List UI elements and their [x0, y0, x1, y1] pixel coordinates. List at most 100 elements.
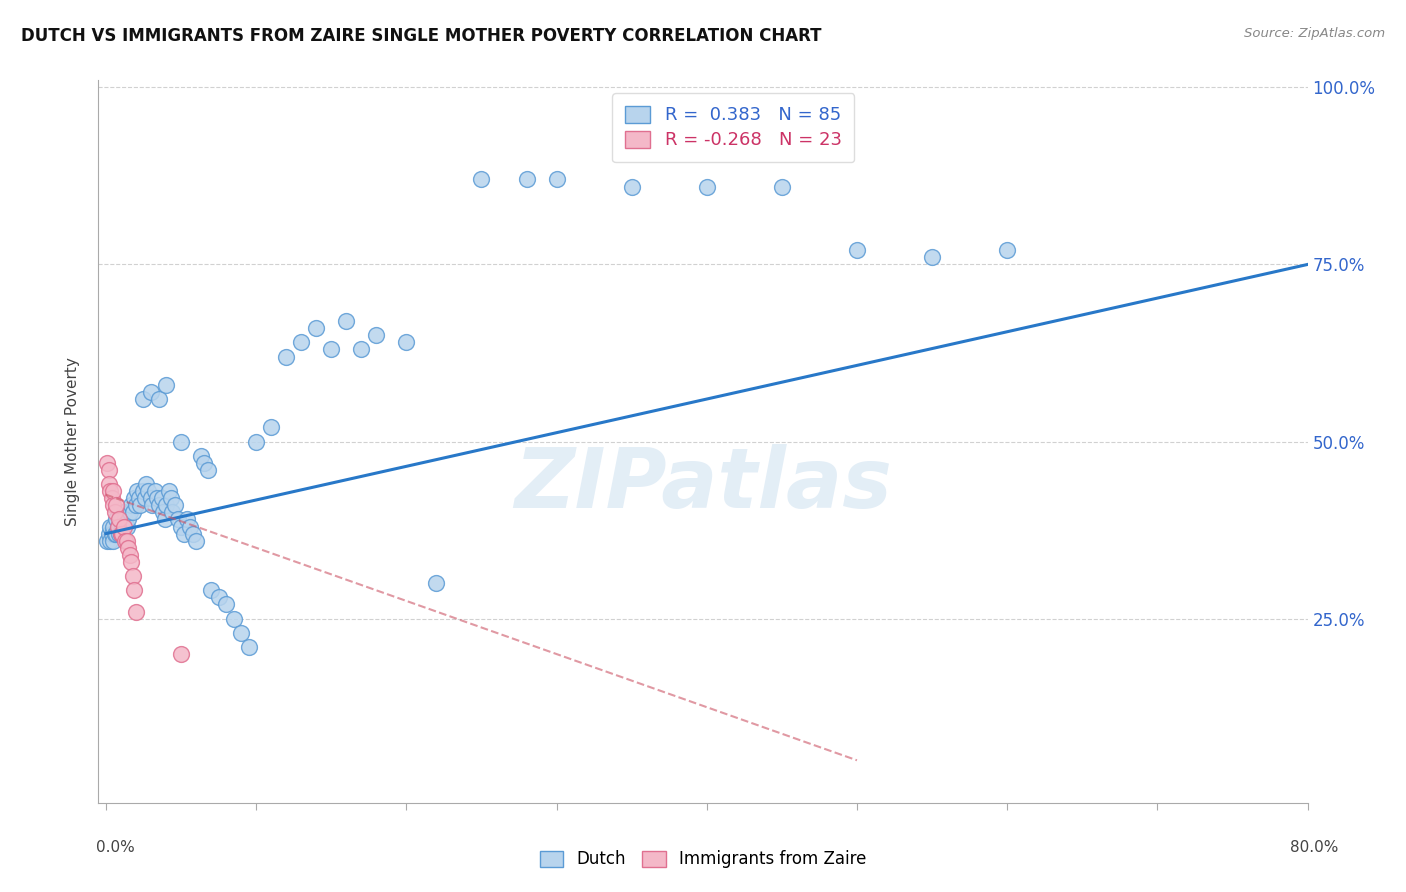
Immigrants from Zaire: [107, 519, 129, 533]
Immigrants from Zaire: [115, 533, 138, 548]
Dutch: [290, 335, 312, 350]
Dutch: [179, 519, 201, 533]
Immigrants from Zaire: [103, 484, 125, 499]
Dutch: [207, 591, 229, 605]
Dutch: [139, 384, 162, 399]
Immigrants from Zaire: [97, 477, 120, 491]
Y-axis label: Single Mother Poverty: Single Mother Poverty: [65, 357, 80, 526]
Dutch: [125, 498, 148, 512]
Dutch: [515, 172, 537, 186]
Dutch: [222, 612, 245, 626]
Dutch: [139, 491, 162, 506]
Dutch: [173, 526, 195, 541]
Dutch: [117, 512, 139, 526]
Legend: R =  0.383   N = 85, R = -0.268   N = 23: R = 0.383 N = 85, R = -0.268 N = 23: [612, 93, 855, 162]
Dutch: [696, 179, 718, 194]
Dutch: [350, 343, 373, 357]
Dutch: [155, 498, 177, 512]
Dutch: [132, 484, 155, 499]
Dutch: [141, 498, 163, 512]
Dutch: [181, 526, 204, 541]
Immigrants from Zaire: [96, 456, 118, 470]
Dutch: [97, 526, 120, 541]
Immigrants from Zaire: [103, 498, 125, 512]
Immigrants from Zaire: [170, 647, 193, 661]
Immigrants from Zaire: [124, 583, 146, 598]
Immigrants from Zaire: [118, 548, 141, 562]
Dutch: [995, 244, 1018, 258]
Dutch: [136, 484, 159, 499]
Dutch: [105, 512, 128, 526]
Dutch: [103, 533, 125, 548]
Dutch: [193, 456, 215, 470]
Legend: Dutch, Immigrants from Zaire: Dutch, Immigrants from Zaire: [531, 842, 875, 877]
Dutch: [770, 179, 793, 194]
Dutch: [127, 484, 149, 499]
Dutch: [335, 314, 357, 328]
Dutch: [321, 343, 343, 357]
Dutch: [124, 491, 146, 506]
Immigrants from Zaire: [100, 484, 122, 499]
Immigrants from Zaire: [122, 569, 145, 583]
Dutch: [170, 434, 193, 449]
Dutch: [103, 519, 125, 533]
Dutch: [107, 519, 129, 533]
Dutch: [846, 244, 869, 258]
Dutch: [190, 449, 212, 463]
Dutch: [129, 498, 152, 512]
Immigrants from Zaire: [104, 505, 127, 519]
Dutch: [229, 625, 252, 640]
Dutch: [260, 420, 283, 434]
Dutch: [110, 526, 132, 541]
Dutch: [395, 335, 418, 350]
Dutch: [215, 598, 238, 612]
Text: DUTCH VS IMMIGRANTS FROM ZAIRE SINGLE MOTHER POVERTY CORRELATION CHART: DUTCH VS IMMIGRANTS FROM ZAIRE SINGLE MO…: [21, 27, 821, 45]
Immigrants from Zaire: [114, 533, 136, 548]
Dutch: [122, 505, 145, 519]
Immigrants from Zaire: [121, 555, 143, 569]
Dutch: [100, 519, 122, 533]
Immigrants from Zaire: [112, 519, 135, 533]
Text: Source: ZipAtlas.com: Source: ZipAtlas.com: [1244, 27, 1385, 40]
Immigrants from Zaire: [117, 541, 139, 555]
Dutch: [163, 498, 186, 512]
Dutch: [134, 491, 156, 506]
Dutch: [238, 640, 260, 654]
Dutch: [128, 491, 150, 506]
Dutch: [276, 350, 298, 364]
Dutch: [159, 491, 181, 506]
Dutch: [176, 512, 198, 526]
Dutch: [118, 505, 141, 519]
Dutch: [114, 512, 136, 526]
Dutch: [96, 533, 118, 548]
Dutch: [148, 392, 170, 406]
Dutch: [135, 477, 157, 491]
Dutch: [145, 484, 167, 499]
Dutch: [104, 526, 127, 541]
Immigrants from Zaire: [105, 498, 128, 512]
Dutch: [546, 172, 568, 186]
Dutch: [100, 533, 122, 548]
Dutch: [132, 392, 155, 406]
Dutch: [620, 179, 643, 194]
Dutch: [160, 505, 183, 519]
Dutch: [115, 519, 138, 533]
Dutch: [108, 526, 131, 541]
Dutch: [121, 498, 143, 512]
Immigrants from Zaire: [125, 605, 148, 619]
Dutch: [425, 576, 447, 591]
Text: 0.0%: 0.0%: [96, 840, 135, 855]
Dutch: [170, 519, 193, 533]
Dutch: [153, 512, 176, 526]
Dutch: [155, 377, 177, 392]
Dutch: [148, 498, 170, 512]
Dutch: [167, 512, 190, 526]
Dutch: [101, 526, 124, 541]
Dutch: [245, 434, 267, 449]
Dutch: [152, 505, 174, 519]
Dutch: [200, 583, 222, 598]
Immigrants from Zaire: [101, 491, 124, 506]
Immigrants from Zaire: [108, 512, 131, 526]
Dutch: [110, 512, 132, 526]
Dutch: [150, 491, 173, 506]
